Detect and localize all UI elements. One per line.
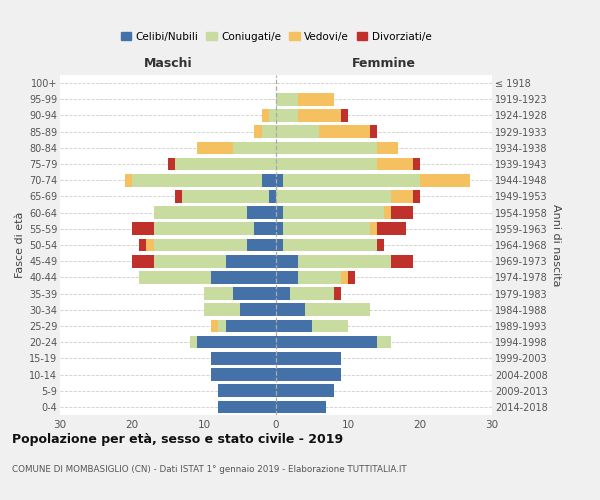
Bar xyxy=(298,255,391,268)
Y-axis label: Anni di nascita: Anni di nascita xyxy=(551,204,562,286)
Bar xyxy=(276,336,377,348)
Bar xyxy=(204,288,233,300)
Bar xyxy=(233,142,276,154)
Bar xyxy=(262,126,276,138)
Bar xyxy=(413,190,420,202)
Bar xyxy=(182,190,269,202)
Bar xyxy=(154,222,254,235)
Bar xyxy=(298,271,341,283)
Bar xyxy=(254,222,276,235)
Bar xyxy=(211,320,218,332)
Bar xyxy=(226,255,276,268)
Bar xyxy=(283,206,384,219)
Bar xyxy=(197,142,233,154)
Bar xyxy=(154,206,247,219)
Bar xyxy=(276,320,312,332)
Bar xyxy=(139,271,211,283)
Bar xyxy=(175,158,276,170)
Bar xyxy=(262,109,269,122)
Bar xyxy=(262,174,276,186)
Bar xyxy=(218,400,276,413)
Bar xyxy=(276,109,298,122)
Bar xyxy=(276,368,341,381)
Bar xyxy=(413,158,420,170)
Bar xyxy=(305,304,370,316)
Bar xyxy=(233,288,276,300)
Bar xyxy=(420,174,470,186)
Legend: Celibi/Nubili, Coniugati/e, Vedovi/e, Divorziati/e: Celibi/Nubili, Coniugati/e, Vedovi/e, Di… xyxy=(116,28,436,46)
Bar xyxy=(283,174,420,186)
Bar xyxy=(391,190,413,202)
Bar xyxy=(154,255,226,268)
Bar xyxy=(377,222,406,235)
Bar xyxy=(269,109,276,122)
Bar xyxy=(139,238,146,252)
Bar xyxy=(298,109,341,122)
Bar xyxy=(254,126,262,138)
Bar xyxy=(312,320,348,332)
Bar xyxy=(190,336,197,348)
Bar xyxy=(146,238,154,252)
Bar xyxy=(276,190,391,202)
Text: COMUNE DI MOMBASIGLIO (CN) - Dati ISTAT 1° gennaio 2019 - Elaborazione TUTTITALI: COMUNE DI MOMBASIGLIO (CN) - Dati ISTAT … xyxy=(12,465,407,474)
Bar xyxy=(319,126,370,138)
Bar xyxy=(276,255,298,268)
Bar xyxy=(341,109,348,122)
Bar xyxy=(276,206,283,219)
Bar xyxy=(276,288,290,300)
Bar xyxy=(377,336,391,348)
Bar xyxy=(370,126,377,138)
Bar xyxy=(334,288,341,300)
Y-axis label: Fasce di età: Fasce di età xyxy=(14,212,25,278)
Bar xyxy=(276,142,377,154)
Text: Maschi: Maschi xyxy=(143,57,193,70)
Bar xyxy=(276,174,283,186)
Bar xyxy=(377,158,413,170)
Bar xyxy=(132,222,154,235)
Bar xyxy=(283,238,377,252)
Bar xyxy=(391,206,413,219)
Bar xyxy=(276,400,326,413)
Bar xyxy=(276,304,305,316)
Bar xyxy=(211,271,276,283)
Bar xyxy=(211,368,276,381)
Bar xyxy=(377,142,398,154)
Bar xyxy=(197,336,276,348)
Bar xyxy=(240,304,276,316)
Bar xyxy=(276,352,341,364)
Bar xyxy=(276,384,334,397)
Bar xyxy=(290,288,334,300)
Bar xyxy=(283,222,370,235)
Bar xyxy=(384,206,391,219)
Bar xyxy=(154,238,247,252)
Bar xyxy=(298,93,334,106)
Bar xyxy=(348,271,355,283)
Bar xyxy=(125,174,132,186)
Bar xyxy=(204,304,240,316)
Bar xyxy=(269,190,276,202)
Bar xyxy=(370,222,377,235)
Bar xyxy=(226,320,276,332)
Text: Popolazione per età, sesso e stato civile - 2019: Popolazione per età, sesso e stato civil… xyxy=(12,432,343,446)
Bar xyxy=(132,174,262,186)
Bar xyxy=(218,384,276,397)
Bar xyxy=(247,206,276,219)
Bar xyxy=(377,238,384,252)
Bar xyxy=(175,190,182,202)
Bar xyxy=(341,271,348,283)
Bar xyxy=(276,126,319,138)
Bar xyxy=(391,255,413,268)
Bar xyxy=(276,93,298,106)
Bar xyxy=(276,271,298,283)
Bar xyxy=(276,238,283,252)
Bar xyxy=(168,158,175,170)
Bar xyxy=(218,320,226,332)
Text: Femmine: Femmine xyxy=(352,57,416,70)
Bar xyxy=(276,222,283,235)
Bar xyxy=(132,255,154,268)
Bar xyxy=(247,238,276,252)
Bar xyxy=(211,352,276,364)
Bar xyxy=(276,158,377,170)
